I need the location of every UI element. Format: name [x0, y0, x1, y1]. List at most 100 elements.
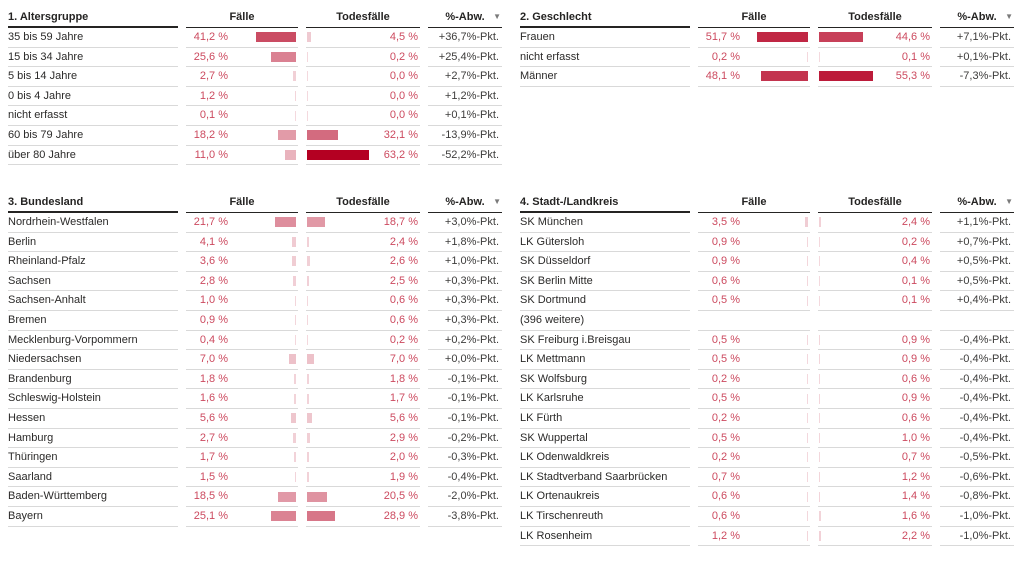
cases-value: 5,6 %	[199, 411, 228, 424]
column-header-deaths[interactable]: Todesfälle	[818, 193, 932, 213]
table-row[interactable]: Saarland 1,5 % 1,9 % -0,4%-Pkt.	[8, 468, 502, 488]
deviation-value: +0,7%-Pkt.	[940, 233, 1014, 253]
cases-bar	[270, 51, 296, 62]
table-row[interactable]: Bayern 25,1 % 28,9 % -3,8%-Pkt.	[8, 507, 502, 527]
column-header-deaths[interactable]: Todesfälle	[818, 8, 932, 28]
table-row[interactable]: Hamburg 2,7 % 2,9 % -0,2%-Pkt.	[8, 429, 502, 449]
deaths-bar	[819, 374, 820, 385]
table-row[interactable]: SK Wuppertal 0,5 % 1,0 % -0,4%-Pkt.	[520, 429, 1014, 449]
deviation-value: -0,4%-Pkt.	[940, 389, 1014, 409]
table-row[interactable]: SK Dortmund 0,5 % 0,1 % +0,4%-Pkt.	[520, 291, 1014, 311]
table-row[interactable]: SK München 3,5 % 2,4 % +1,1%-Pkt.	[520, 213, 1014, 233]
cases-cell: 0,6 %	[698, 507, 810, 527]
table-row[interactable]: Baden-Württemberg 18,5 % 20,5 % -2,0%-Pkt.	[8, 487, 502, 507]
cases-value: 1,0 %	[199, 294, 228, 307]
deaths-value: 1,9 %	[389, 470, 418, 483]
table-row[interactable]: SK Wolfsburg 0,2 % 0,6 % -0,4%-Pkt.	[520, 370, 1014, 390]
column-header-category[interactable]: 1. Altersgruppe	[8, 8, 178, 28]
table-row[interactable]: SK Düsseldorf 0,9 % 0,4 % +0,5%-Pkt.	[520, 252, 1014, 272]
column-header-deviation[interactable]: %-Abw. ▼	[428, 8, 502, 28]
table-row[interactable]: SK Freiburg i.Breisgau 0,5 % 0,9 % -0,4%-Pk…	[520, 331, 1014, 351]
cases-bar	[292, 256, 296, 267]
column-header-cases[interactable]: Fälle	[186, 8, 298, 28]
deaths-bar	[307, 91, 308, 102]
deaths-cell: 2,4 %	[306, 233, 420, 253]
column-header-deviation[interactable]: %-Abw. ▼	[940, 8, 1014, 28]
table-row[interactable]: Niedersachsen 7,0 % 7,0 % +0,0%-Pkt.	[8, 350, 502, 370]
deaths-bar-area	[818, 331, 880, 350]
sort-descending-icon[interactable]: ▼	[493, 197, 501, 206]
column-header-category[interactable]: 4. Stadt-/Landkreis	[520, 193, 690, 213]
table-row[interactable]: Hessen 5,6 % 5,6 % -0,1%-Pkt.	[8, 409, 502, 429]
cases-value: 0,6 %	[711, 509, 740, 522]
deaths-bar-area	[306, 429, 368, 448]
table-row[interactable]: Bremen 0,9 % 0,6 % +0,3%-Pkt.	[8, 311, 502, 331]
table-row[interactable]: 35 bis 59 Jahre 41,2 % 4,5 % +36,7%-Pkt.	[8, 28, 502, 48]
cases-cell: 18,5 %	[186, 487, 298, 507]
deaths-bar-area	[818, 370, 880, 389]
column-header-cases[interactable]: Fälle	[698, 193, 810, 213]
table-row[interactable]: LK Fürth 0,2 % 0,6 % -0,4%-Pkt.	[520, 409, 1014, 429]
table-row[interactable]: nicht erfasst 0,2 % 0,1 % +0,1%-Pkt.	[520, 48, 1014, 68]
deaths-cell: 0,2 %	[818, 233, 932, 253]
table-row[interactable]: Sachsen-Anhalt 1,0 % 0,6 % +0,3%-Pkt.	[8, 291, 502, 311]
deviation-value: -1,0%-Pkt.	[940, 507, 1014, 527]
column-header-cases[interactable]: Fälle	[698, 8, 810, 28]
table-row[interactable]: Brandenburg 1,8 % 1,8 % -0,1%-Pkt.	[8, 370, 502, 390]
column-header-cases[interactable]: Fälle	[186, 193, 298, 213]
cases-value: 0,2 %	[711, 372, 740, 385]
deaths-bar-area	[306, 213, 368, 232]
table-row[interactable]: Rheinland-Pfalz 3,6 % 2,6 % +1,0%-Pkt.	[8, 252, 502, 272]
cases-cell: 2,7 %	[186, 67, 298, 87]
column-header-deviation[interactable]: %-Abw. ▼	[428, 193, 502, 213]
cases-value: 25,6 %	[193, 50, 228, 63]
table-row[interactable]: LK Karlsruhe 0,5 % 0,9 % -0,4%-Pkt.	[520, 389, 1014, 409]
table-row[interactable]: Mecklenburg-Vorpommern 0,4 % 0,2 % +0,2%-Pk…	[8, 331, 502, 351]
table-row[interactable]: LK Rosenheim 1,2 % 2,2 % -1,0%-Pkt.	[520, 527, 1014, 547]
cases-bar	[295, 110, 296, 121]
cases-cell: 41,2 %	[186, 28, 298, 48]
table-row[interactable]: Thüringen 1,7 % 2,0 % -0,3%-Pkt.	[8, 448, 502, 468]
table-row[interactable]: LK Odenwaldkreis 0,2 % 0,7 % -0,5%-Pkt.	[520, 448, 1014, 468]
table-row[interactable]: Berlin 4,1 % 2,4 % +1,8%-Pkt.	[8, 233, 502, 253]
sort-descending-icon[interactable]: ▼	[493, 12, 501, 21]
deaths-bar	[819, 256, 820, 267]
table-row[interactable]: über 80 Jahre 11,0 % 63,2 % -52,2%-Pkt.	[8, 146, 502, 166]
deaths-value: 1,4 %	[901, 490, 930, 503]
table-row[interactable]: LK Stadtverband Saarbrücken 0,7 % 1,2 % -0,…	[520, 468, 1014, 488]
table-row[interactable]: SK Berlin Mitte 0,6 % 0,1 % +0,5%-Pkt.	[520, 272, 1014, 292]
sort-descending-icon[interactable]: ▼	[1005, 12, 1013, 21]
table-row[interactable]: 5 bis 14 Jahre 2,7 % 0,0 % +2,7%-Pkt.	[8, 67, 502, 87]
table-row[interactable]: LK Mettmann 0,5 % 0,9 % -0,4%-Pkt.	[520, 350, 1014, 370]
row-label: SK Wuppertal	[520, 429, 690, 449]
deviation-value: +0,1%-Pkt.	[940, 48, 1014, 68]
table-row[interactable]: (396 weitere)	[520, 311, 1014, 331]
table-row[interactable]: Frauen 51,7 % 44,6 % +7,1%-Pkt.	[520, 28, 1014, 48]
table-row[interactable]: LK Ortenaukreis 0,6 % 1,4 % -0,8%-Pkt.	[520, 487, 1014, 507]
deaths-cell: 7,0 %	[306, 350, 420, 370]
column-header-deviation[interactable]: %-Abw. ▼	[940, 193, 1014, 213]
table-row[interactable]: nicht erfasst 0,1 % 0,0 % +0,1%-Pkt.	[8, 106, 502, 126]
column-header-deaths[interactable]: Todesfälle	[306, 193, 420, 213]
cases-bar	[807, 374, 808, 385]
deaths-value: 2,2 %	[901, 529, 930, 542]
deaths-cell: 1,2 %	[818, 468, 932, 488]
deaths-cell: 0,9 %	[818, 389, 932, 409]
table-row[interactable]: 0 bis 4 Jahre 1,2 % 0,0 % +1,2%-Pkt.	[8, 87, 502, 107]
deviation-value: +0,5%-Pkt.	[940, 252, 1014, 272]
table-row[interactable]: LK Tirschenreuth 0,6 % 1,6 % -1,0%-Pkt.	[520, 507, 1014, 527]
column-header-category[interactable]: 2. Geschlecht	[520, 8, 690, 28]
table-row[interactable]: LK Gütersloh 0,9 % 0,2 % +0,7%-Pkt.	[520, 233, 1014, 253]
table-row[interactable]: Schleswig-Holstein 1,6 % 1,7 % -0,1%-Pkt.	[8, 389, 502, 409]
table-row[interactable]: 60 bis 79 Jahre 18,2 % 32,1 % -13,9%-Pkt.	[8, 126, 502, 146]
deaths-bar-area	[818, 409, 880, 428]
cases-cell: 3,5 %	[698, 213, 810, 233]
table-row[interactable]: Sachsen 2,8 % 2,5 % +0,3%-Pkt.	[8, 272, 502, 292]
cases-bar	[807, 432, 808, 443]
table-row[interactable]: 15 bis 34 Jahre 25,6 % 0,2 % +25,4%-Pkt.	[8, 48, 502, 68]
table-row[interactable]: Männer 48,1 % 55,3 % -7,3%-Pkt.	[520, 67, 1014, 87]
sort-descending-icon[interactable]: ▼	[1005, 197, 1013, 206]
table-row[interactable]: Nordrhein-Westfalen 21,7 % 18,7 % +3,0%-Pkt…	[8, 213, 502, 233]
column-header-deaths[interactable]: Todesfälle	[306, 8, 420, 28]
column-header-category[interactable]: 3. Bundesland	[8, 193, 178, 213]
